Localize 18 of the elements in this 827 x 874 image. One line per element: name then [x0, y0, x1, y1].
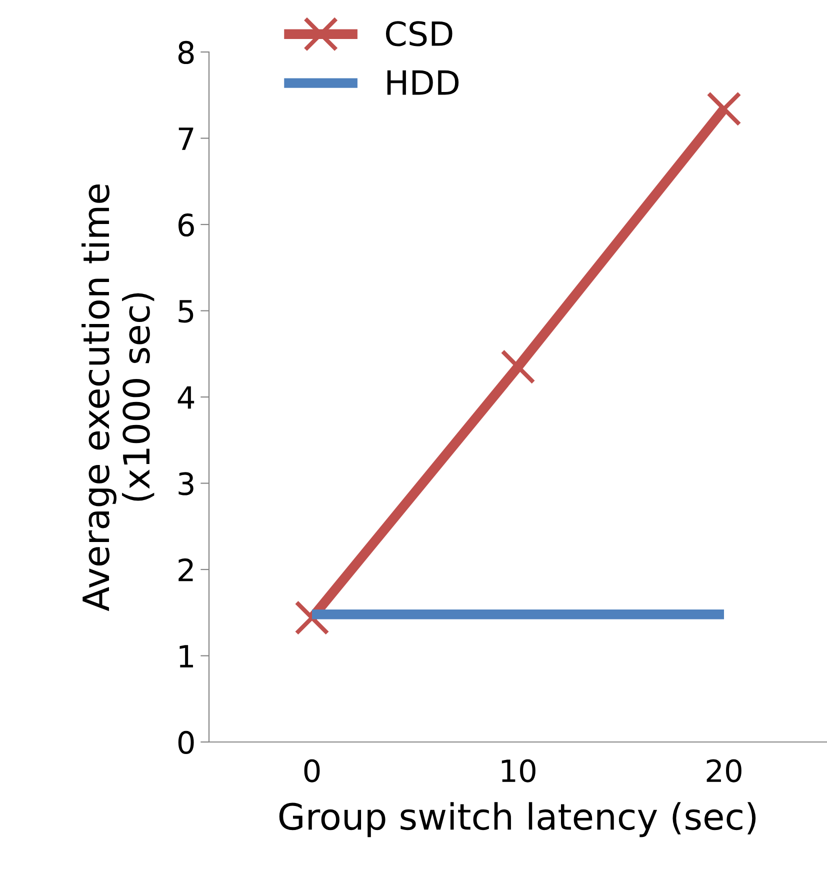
- x-axis-title: Group switch latency (sec): [279, 802, 756, 838]
- legend-label: CSD: [386, 21, 452, 46]
- legend-label: HDD: [387, 70, 459, 95]
- point: [706, 92, 742, 126]
- y-tick-label: 0: [178, 730, 194, 754]
- y-axis-title: Average execution time (x1000 sec): [82, 184, 154, 612]
- point: [500, 349, 536, 384]
- y-tick-label: 6: [178, 213, 194, 237]
- y-tick-label: 3: [178, 472, 194, 496]
- x-tick-label: 10: [502, 759, 536, 782]
- y-tick-label: 5: [178, 300, 194, 323]
- x-tick-label: 0: [304, 759, 320, 782]
- y-tick-label: 2: [178, 558, 193, 582]
- y-tick-label: 4: [178, 386, 194, 409]
- y-tick-label: 7: [178, 128, 194, 150]
- y-tick-label: 8: [178, 40, 194, 64]
- x-tick-label: 20: [706, 759, 742, 782]
- y-tick-label: 1: [180, 645, 193, 668]
